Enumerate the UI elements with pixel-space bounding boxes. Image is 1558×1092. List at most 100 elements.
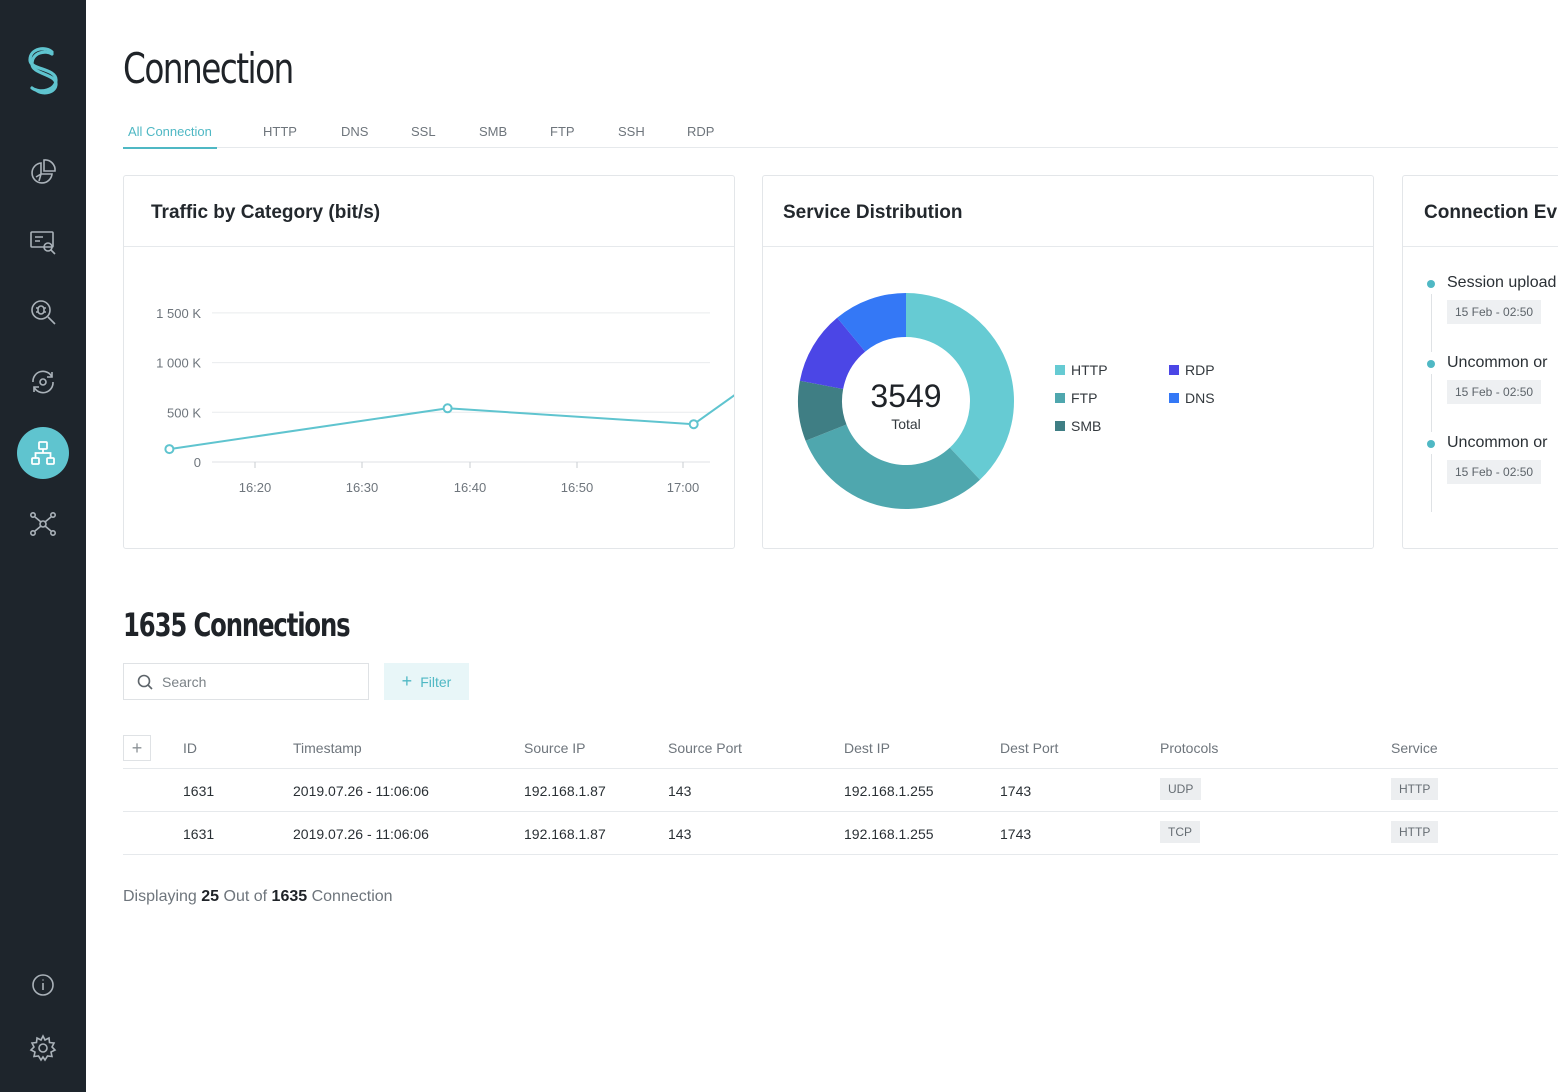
table-row[interactable]: 1631 2019.07.26 - 11:06:06 192.168.1.87 …	[123, 769, 1558, 812]
cell-id: 1631	[183, 826, 215, 842]
cell-id: 1631	[183, 783, 215, 799]
event-title: Uncommon or	[1447, 434, 1548, 451]
legend-label: FTP	[1071, 390, 1098, 406]
event-timeline-line	[1431, 294, 1432, 352]
add-column-button[interactable]: +	[123, 735, 151, 761]
sidebar	[0, 0, 86, 1092]
tab-all-connection[interactable]: All Connection	[123, 124, 217, 149]
settings-icon	[29, 1034, 57, 1062]
refresh-gear-icon	[32, 370, 54, 394]
traffic-line-chart: 0 500 K 1 000 K 1 500 K 16:20 16:30 16:40 16:50…	[156, 306, 734, 495]
legend-item-rdp[interactable]: RDP	[1169, 362, 1215, 378]
legend-item-http[interactable]: HTTP	[1055, 362, 1108, 378]
event-time: 15 Feb - 02:50	[1447, 380, 1542, 404]
col-timestamp[interactable]: Timestamp	[293, 740, 362, 756]
legend-label: SMB	[1071, 418, 1102, 434]
legend-swatch	[1055, 393, 1065, 403]
cell-dest-port: 1743	[1000, 783, 1032, 799]
data-point[interactable]	[164, 444, 175, 455]
event-dot	[1427, 440, 1435, 448]
donut-slice-smb[interactable]	[798, 380, 847, 441]
graph-nodes-icon	[29, 511, 56, 536]
data-point[interactable]	[442, 403, 453, 414]
sidebar-item-automation[interactable]	[17, 356, 69, 408]
filter-label: Filter	[420, 673, 452, 690]
legend-item-dns[interactable]: DNS	[1169, 390, 1215, 406]
col-id[interactable]: ID	[183, 740, 197, 756]
cell-timestamp: 2019.07.26 - 11:06:06	[293, 826, 429, 842]
y-tick-label: 0	[194, 455, 201, 470]
pagination-summary: Displaying 25 Out of 1635 Connection	[123, 888, 393, 906]
donut-slice-rdp[interactable]	[799, 317, 866, 390]
table-header: + ID Timestamp Source IP Source Port Des…	[123, 730, 1558, 769]
col-protocols[interactable]: Protocols	[1160, 740, 1219, 756]
col-dest-port[interactable]: Dest Port	[1000, 740, 1059, 756]
tab-dns[interactable]: DNS	[341, 124, 369, 139]
y-tick-label: 1 500 K	[156, 306, 201, 321]
footer-total-count: 1635	[271, 888, 308, 905]
search-input[interactable]: Search	[162, 673, 207, 690]
legend-item-ftp[interactable]: FTP	[1055, 390, 1097, 406]
sidebar-item-info[interactable]	[17, 959, 69, 1011]
sidebar-item-graph[interactable]	[17, 498, 69, 550]
col-service[interactable]: Service	[1391, 740, 1438, 756]
footer-shown-count: 25	[201, 888, 220, 905]
tab-smb[interactable]: SMB	[479, 124, 508, 139]
col-source-ip[interactable]: Source IP	[524, 740, 586, 756]
traffic-card: Traffic by Category (bit/s) 0 500 K 1 000 …	[123, 175, 735, 549]
cell-source-ip: 192.168.1.87	[524, 826, 606, 842]
events-card-title: Connection Ev	[1403, 176, 1558, 247]
donut-slice-dns[interactable]	[837, 293, 906, 352]
footer-prefix: Displaying	[123, 888, 197, 905]
search-icon	[137, 674, 153, 690]
sidebar-item-dashboard[interactable]	[17, 146, 69, 198]
service-badge: HTTP	[1391, 821, 1439, 843]
cell-source-port: 143	[668, 783, 692, 799]
app-logo-icon[interactable]	[20, 44, 66, 96]
event-title: Uncommon or	[1447, 354, 1548, 371]
tab-rdp[interactable]: RDP	[687, 124, 715, 139]
event-timeline-line	[1431, 454, 1432, 512]
x-tick-label: 16:40	[454, 480, 487, 495]
tab-http[interactable]: HTTP	[263, 124, 297, 139]
donut-slice-ftp[interactable]	[805, 424, 980, 509]
event-time: 15 Feb - 02:50	[1447, 300, 1542, 324]
series-line	[169, 394, 734, 451]
plus-icon: +	[401, 671, 413, 691]
legend-item-smb[interactable]: SMB	[1055, 418, 1101, 434]
cell-dest-ip: 192.168.1.255	[844, 826, 934, 842]
protocol-badge: UDP	[1160, 778, 1202, 800]
table-row[interactable]: 1631 2019.07.26 - 11:06:06 192.168.1.87 …	[123, 812, 1558, 855]
col-dest-ip[interactable]: Dest IP	[844, 740, 890, 756]
service-card: Service Distribution 3549 Total HTTP FTP SM…	[762, 175, 1374, 549]
protocol-badge: TCP	[1160, 821, 1200, 843]
tab-ssl[interactable]: SSL	[411, 124, 436, 139]
filter-button[interactable]: + Filter	[384, 663, 469, 700]
pie-chart-icon	[31, 159, 56, 184]
donut-slice-http[interactable]	[906, 293, 1014, 480]
col-source-port[interactable]: Source Port	[668, 740, 742, 756]
legend-swatch	[1169, 393, 1179, 403]
legend-label: RDP	[1185, 362, 1215, 378]
sidebar-item-settings[interactable]	[17, 1022, 69, 1074]
cell-timestamp: 2019.07.26 - 11:06:06	[293, 783, 429, 799]
x-tick-label: 16:20	[239, 480, 272, 495]
search-box[interactable]: Search	[123, 663, 369, 700]
footer-middle: Out of	[223, 888, 268, 905]
sidebar-item-connection[interactable]	[17, 427, 69, 479]
legend-label: HTTP	[1071, 362, 1108, 378]
tab-ssh[interactable]: SSH	[618, 124, 645, 139]
service-donut-chart: 3549 Total	[798, 293, 1014, 509]
event-dot	[1427, 280, 1435, 288]
tab-bar: All Connection HTTP DNS SSL SMB FTP SSH …	[123, 112, 1558, 149]
service-card-title: Service Distribution	[763, 176, 1373, 247]
y-tick-label: 1 000 K	[156, 356, 201, 371]
cell-source-ip: 192.168.1.87	[524, 783, 606, 799]
info-icon	[32, 974, 54, 996]
data-point[interactable]	[688, 419, 699, 430]
cell-dest-ip: 192.168.1.255	[844, 783, 934, 799]
legend-swatch	[1055, 421, 1065, 431]
sidebar-item-threats[interactable]	[17, 286, 69, 338]
tab-ftp[interactable]: FTP	[550, 124, 575, 139]
sidebar-item-monitor[interactable]	[17, 216, 69, 268]
